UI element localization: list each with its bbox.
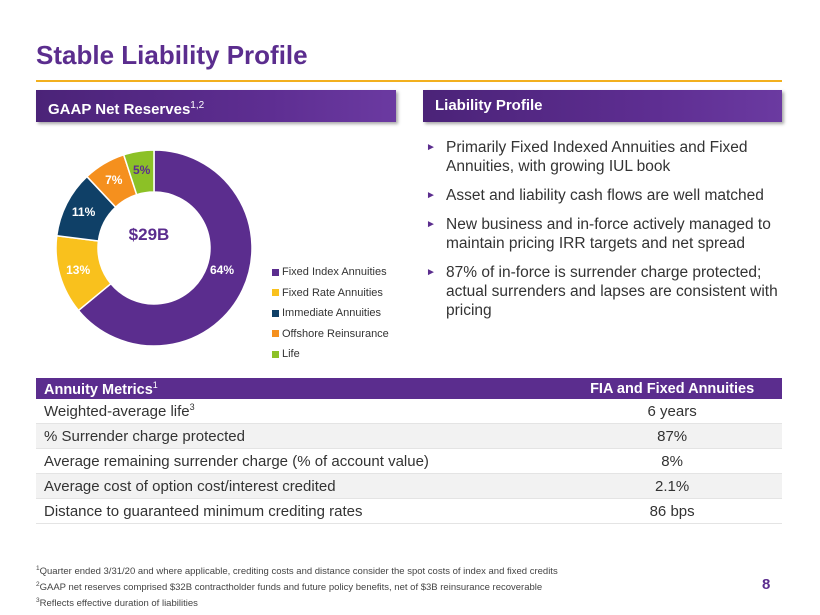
reserves-donut-chart: 64% 13% 11% 7% 5% $29B <box>55 149 253 347</box>
liability-profile-banner: Liability Profile <box>423 90 782 122</box>
metric-value: 6 years <box>562 399 782 424</box>
bullet-arrow-icon: ► <box>426 142 436 153</box>
table-row: Average cost of option cost/interest cre… <box>36 473 782 499</box>
legend-swatch <box>272 268 279 276</box>
bullet-text: Asset and liability cash flows are well … <box>446 187 764 204</box>
legend-item: Fixed Index Annuities <box>272 262 389 283</box>
bullet-item: ► Asset and liability cash flows are well… <box>426 186 782 205</box>
legend-label: Fixed Rate Annuities <box>282 286 383 299</box>
donut-data-label: 5% <box>133 163 151 177</box>
page-number: 8 <box>762 576 771 593</box>
metric-value: 87% <box>562 423 782 449</box>
legend-swatch <box>272 289 279 297</box>
page-title: Stable Liability Profile <box>36 40 308 70</box>
table-row: Average remaining surrender charge (% of… <box>36 448 782 474</box>
legend-item: Offshore Reinsurance <box>272 324 389 345</box>
legend-label: Immediate Annuities <box>282 307 382 320</box>
metric-value: 8% <box>562 448 782 474</box>
legend-label: Fixed Index Annuities <box>282 266 387 279</box>
footnote: 3Reflects effective duration of liabilit… <box>36 597 198 610</box>
gaap-net-reserves-banner: GAAP Net Reserves1,2 <box>36 90 396 122</box>
footnote: 2GAAP net reserves comprised $32B contra… <box>36 581 543 594</box>
metric-value: 2.1% <box>562 473 782 499</box>
chart-legend: Fixed Index Annuities Fixed Rate Annuitie… <box>272 262 389 365</box>
metric-value: 86 bps <box>562 498 782 524</box>
metric-label: Distance to guaranteed minimum crediting… <box>36 498 563 524</box>
legend-item: Fixed Rate Annuities <box>272 283 389 304</box>
legend-swatch <box>272 309 279 317</box>
donut-slice-life <box>122 149 155 196</box>
bullet-text: 87% of in-force is surrender charge prot… <box>446 264 778 319</box>
annuity-metrics-table: Annuity Metrics1 FIA and Fixed Annuities… <box>36 378 782 524</box>
metric-label: Weighted-average life3 <box>36 399 563 424</box>
bullet-arrow-icon: ► <box>426 190 436 201</box>
donut-data-label: 11% <box>72 205 96 219</box>
bullet-arrow-icon: ► <box>426 267 436 278</box>
banner-label: GAAP Net Reserves <box>48 101 191 118</box>
metric-label: % Surrender charge protected <box>36 423 563 449</box>
legend-item: Immediate Annuities <box>272 303 389 324</box>
table-header-row: Annuity Metrics1 FIA and Fixed Annuities <box>36 378 782 399</box>
header-fia-fixed: FIA and Fixed Annuities <box>562 378 782 399</box>
metric-label: Average remaining surrender charge (% of… <box>36 448 563 474</box>
table-row: Distance to guaranteed minimum crediting… <box>36 498 782 524</box>
banner-label: Liability Profile <box>435 97 543 114</box>
donut-data-label: 13% <box>66 263 90 277</box>
bullet-item: ► 87% of in-force is surrender charge pro… <box>426 263 782 320</box>
donut-center-total: $29B <box>129 225 170 244</box>
donut-data-label: 7% <box>105 173 123 187</box>
bullet-text: Primarily Fixed Indexed Annuities and Fi… <box>446 139 748 175</box>
footnotes: 1Quarter ended 3/31/20 and where applica… <box>36 562 558 610</box>
bullet-item: ► New business and in-force actively mana… <box>426 215 782 253</box>
bullet-arrow-icon: ► <box>426 219 436 230</box>
banner-footnote-ref: 1,2 <box>190 100 205 111</box>
title-divider <box>36 80 782 82</box>
header-annuity-metrics: Annuity Metrics1 <box>36 378 563 399</box>
footnote: 1Quarter ended 3/31/20 and where applica… <box>36 565 558 578</box>
table-row: % Surrender charge protected 87% <box>36 423 782 449</box>
legend-label: Life <box>282 348 300 361</box>
metric-label: Average cost of option cost/interest cre… <box>36 473 563 499</box>
table-row: Weighted-average life3 6 years <box>36 399 782 424</box>
bullet-text: New business and in-force actively manag… <box>446 216 771 252</box>
donut-data-label: 64% <box>210 263 234 277</box>
legend-swatch <box>272 350 279 358</box>
legend-label: Offshore Reinsurance <box>282 327 389 340</box>
donut-slice-fixed-index-annuities <box>77 149 253 347</box>
legend-swatch <box>272 330 279 338</box>
legend-item: Life <box>272 344 389 365</box>
bullet-item: ► Primarily Fixed Indexed Annuities and F… <box>426 138 782 176</box>
liability-profile-bullets: ► Primarily Fixed Indexed Annuities and F… <box>426 138 782 330</box>
